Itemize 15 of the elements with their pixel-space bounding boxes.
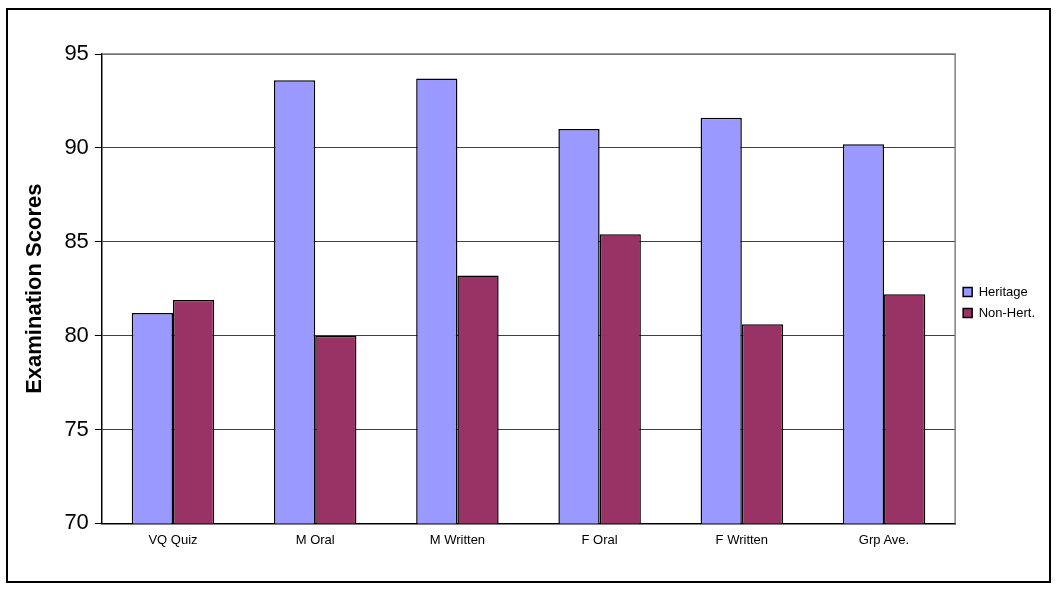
y-tick-label: 85 [64,227,89,253]
y-tick-label: 95 [64,40,89,66]
y-tick-label: 70 [64,509,89,535]
legend-label: Heritage [978,283,1028,299]
x-tick-label: F Oral [581,531,618,547]
y-tick-label: 75 [64,415,89,441]
x-tick-label: M Written [429,531,486,547]
x-tick-label: VQ Quiz [148,531,198,547]
y-tick-label: 90 [64,133,89,159]
y-axis-title: Examination Scores [21,183,47,394]
y-tick-label: 80 [64,321,89,347]
legend-label: Non-Hert. [978,304,1036,320]
x-tick-label: F Written [715,531,769,547]
x-tick-label: Grp Ave. [858,531,910,547]
x-tick-label: M Oral [295,531,335,547]
